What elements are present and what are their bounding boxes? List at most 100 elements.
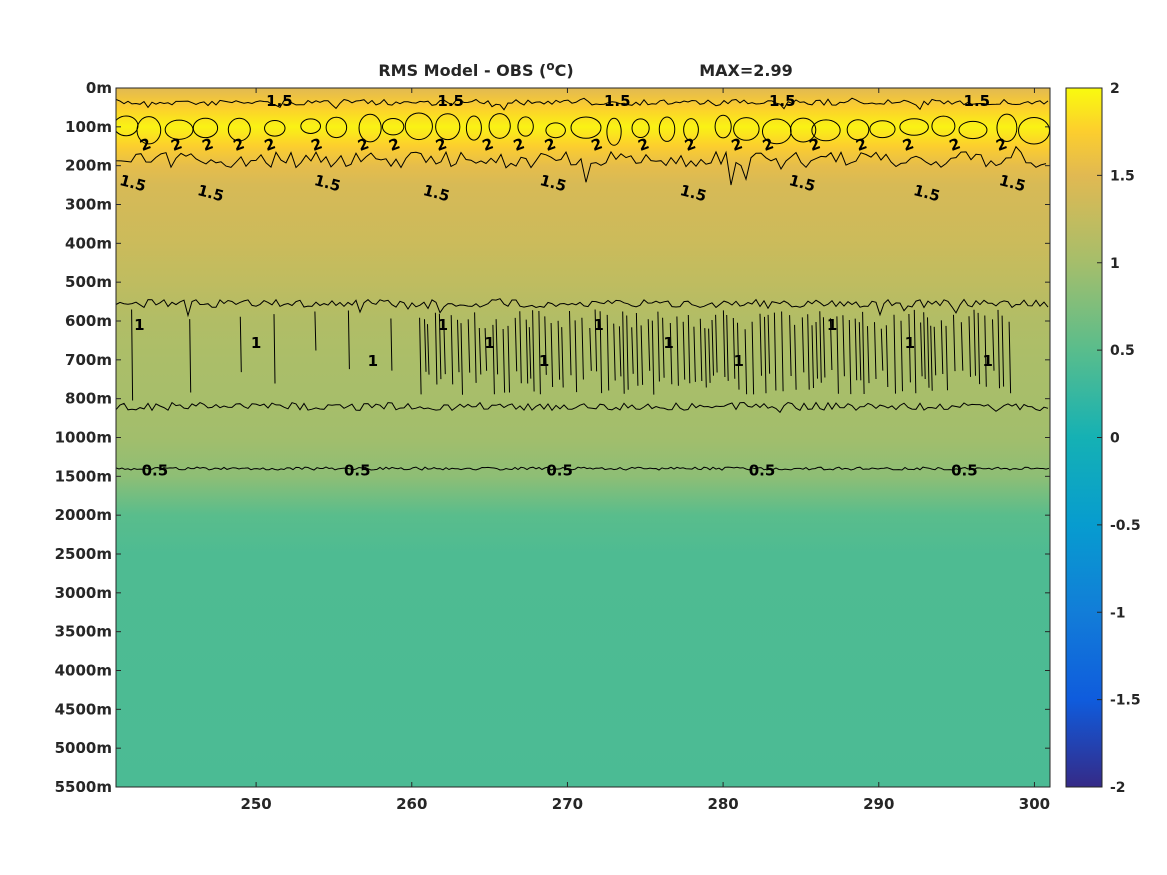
y-tick-label: 500m — [65, 273, 112, 291]
y-tick-label: 1000m — [55, 429, 112, 447]
y-tick-label: 800m — [65, 390, 112, 408]
colorbar-ticks: 2 1.5 1 0.5 0 -0.5 -1 -1.5 -2 — [1097, 81, 1141, 796]
y-tick-label: 200m — [65, 157, 112, 175]
contour-label-0-5: 0.5 — [344, 462, 371, 480]
contour-label-1: 1 — [484, 334, 494, 352]
contour-label-1: 1 — [983, 352, 993, 370]
contour-label-0-5: 0.5 — [546, 462, 573, 480]
contour-loop-2 — [517, 116, 534, 137]
contour-loop-2 — [683, 118, 699, 142]
contour-loop-2 — [658, 116, 676, 142]
y-tick-label: 100m — [65, 118, 112, 136]
contour-loop-2 — [761, 118, 792, 145]
colorbar: 2 1.5 1 0.5 0 -0.5 -1 -1.5 -2 — [1065, 81, 1141, 796]
contour-label-1: 1 — [733, 352, 743, 370]
colorbar-tick-label: -1.5 — [1110, 693, 1141, 709]
y-tick-label: 3500m — [55, 623, 112, 641]
chart-title-unit-tail: C) — [555, 61, 574, 80]
contour-loop-2 — [631, 118, 650, 139]
y-tick-label: 3000m — [55, 584, 112, 602]
colorbar-tick-label: -2 — [1110, 780, 1126, 796]
contour-loop-2 — [358, 113, 382, 143]
contour-loop-2 — [300, 118, 322, 134]
contour-loop-2 — [465, 115, 482, 141]
contour-loop-2 — [869, 120, 896, 139]
contour-line-1-top — [116, 298, 1049, 318]
plot-area: 1.5 1.5 1.5 1.5 1.52 2 2 2 2 2 2 2 2 2 2 2 2 2 2 2 2 2 2 2 2 21.5… — [115, 87, 1051, 788]
contour-label-1-5-upper: 1.5 — [604, 92, 631, 110]
x-tick-label: 290 — [863, 795, 894, 813]
y-tick-label: 5500m — [55, 778, 112, 796]
colorbar-tick-label: 1 — [1110, 256, 1120, 272]
contour-loop-2 — [264, 119, 286, 137]
contour-loop-2 — [1018, 116, 1050, 145]
colorbar-strip — [1065, 87, 1103, 788]
x-tick-label: 300 — [1019, 795, 1050, 813]
contour-loop-2 — [435, 113, 461, 141]
contour-loop-2 — [488, 113, 511, 139]
y-tick-label: 4000m — [55, 662, 112, 680]
contour-loop-2 — [958, 120, 988, 140]
contour-loop-2 — [733, 117, 760, 141]
y-axis-ticks: 0m 100m 200m 300m 400m 500m 600m 700m 800m 1000m 1… — [55, 79, 1050, 796]
chart-title-main: RMS Model - OBS ( — [378, 61, 546, 80]
contour-label-1: 1 — [593, 316, 603, 334]
contour-label-1: 1 — [438, 316, 448, 334]
contour-loop-2 — [996, 113, 1018, 142]
contour-line-0-5 — [116, 466, 1050, 471]
colorbar-tick-label: 0.5 — [1110, 343, 1135, 359]
contour-loop-2 — [714, 114, 732, 139]
contour-loop-2 — [192, 117, 219, 139]
contour-label-0-5: 0.5 — [951, 462, 978, 480]
contour-loop-2 — [606, 117, 622, 146]
x-tick-label: 280 — [707, 795, 738, 813]
contour-label-1-5-upper: 1.5 — [769, 92, 796, 110]
contour-label-0-5: 0.5 — [142, 462, 169, 480]
contour-line-1-5-lower — [116, 145, 1047, 186]
y-tick-label: 700m — [65, 351, 112, 369]
contour-label-1: 1 — [827, 316, 837, 334]
contour-loop-2 — [404, 112, 433, 141]
contour-loop-2 — [899, 118, 929, 136]
y-tick-label: 0m — [86, 79, 112, 97]
contour-label-1-5-upper: 1.5 — [266, 92, 293, 110]
y-tick-label: 300m — [65, 196, 112, 214]
contour-loop-2 — [789, 117, 817, 143]
contour-loop-2 — [325, 116, 348, 139]
contour-loop-2 — [811, 119, 841, 142]
contour-label-1: 1 — [905, 334, 915, 352]
y-tick-label: 1500m — [55, 467, 112, 485]
colorbar-tick-label: 2 — [1110, 81, 1120, 97]
y-tick-label: 2500m — [55, 545, 112, 563]
x-tick-label: 270 — [552, 795, 583, 813]
contour-layer: 1.5 1.5 1.5 1.5 1.52 2 2 2 2 2 2 2 2 2 2 2 2 2 2 2 2 2 2 2 2 21.5… — [116, 92, 1050, 480]
chart-title-unit-sup: o — [546, 59, 554, 73]
contour-label-1: 1 — [251, 334, 261, 352]
x-tick-label: 260 — [396, 795, 427, 813]
y-tick-label: 5000m — [55, 739, 112, 757]
contour-loop-2 — [381, 117, 405, 136]
contour-loop-2 — [931, 115, 956, 137]
contour-loop-2 — [545, 122, 566, 139]
y-tick-label: 2000m — [55, 506, 112, 524]
contour-label-0-5: 0.5 — [749, 462, 776, 480]
y-tick-label: 600m — [65, 312, 112, 330]
contour-label-1: 1 — [368, 352, 378, 370]
contour-loop-2 — [570, 116, 602, 139]
colorbar-tick-label: -0.5 — [1110, 518, 1141, 534]
colorbar-tick-label: 1.5 — [1110, 168, 1135, 184]
x-axis-ticks: 250 260 270 280 290 300 — [240, 88, 1050, 813]
contour-loop-2 — [846, 119, 870, 141]
contour-label-1-5-upper: 1.5 — [964, 92, 991, 110]
chart-title: RMS Model - OBS (oC) — [378, 59, 573, 80]
heatmap-field — [116, 88, 1050, 787]
contour-label-1: 1 — [663, 334, 673, 352]
colorbar-tick-label: -1 — [1110, 605, 1126, 621]
contour-label-1: 1 — [134, 316, 144, 334]
contour-loop-2 — [227, 117, 251, 142]
contour-label-1-5-upper: 1.5 — [437, 92, 464, 110]
contour-label-1: 1 — [539, 352, 549, 370]
y-tick-label: 400m — [65, 234, 112, 252]
contour-loop-2 — [136, 116, 162, 145]
